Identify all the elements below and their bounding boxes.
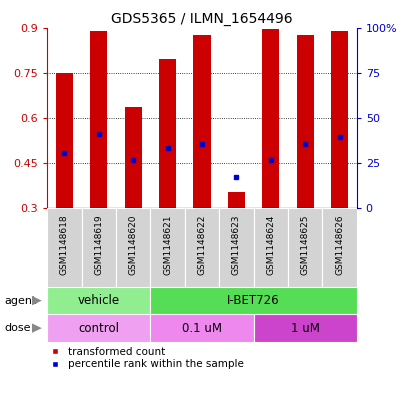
Text: GSM1148620: GSM1148620 — [128, 215, 137, 275]
Text: control: control — [78, 321, 119, 335]
Text: vehicle: vehicle — [77, 294, 119, 307]
Bar — [90, 31, 107, 208]
Bar — [227, 192, 244, 208]
Bar — [150, 287, 356, 314]
Bar — [296, 35, 313, 208]
Text: I-BET726: I-BET726 — [227, 294, 279, 307]
Text: GSM1148624: GSM1148624 — [265, 215, 274, 275]
Text: GSM1148625: GSM1148625 — [300, 215, 309, 275]
Bar — [47, 287, 150, 314]
Text: GSM1148623: GSM1148623 — [231, 215, 240, 275]
Bar — [116, 208, 150, 287]
Bar — [47, 314, 150, 342]
Bar — [253, 314, 356, 342]
Bar — [184, 208, 218, 287]
Bar — [81, 208, 116, 287]
Bar — [253, 208, 287, 287]
Text: GSM1148618: GSM1148618 — [60, 215, 69, 275]
Bar — [56, 73, 73, 208]
Text: GSM1148622: GSM1148622 — [197, 215, 206, 275]
Bar — [218, 208, 253, 287]
Text: 1 uM: 1 uM — [290, 321, 319, 335]
Bar — [321, 208, 356, 287]
Bar — [159, 59, 176, 208]
Title: GDS5365 / ILMN_1654496: GDS5365 / ILMN_1654496 — [111, 13, 292, 26]
Text: dose: dose — [4, 323, 31, 333]
Text: GSM1148621: GSM1148621 — [163, 215, 172, 275]
Bar — [150, 314, 253, 342]
Text: GSM1148619: GSM1148619 — [94, 215, 103, 275]
Bar — [330, 31, 347, 208]
Bar — [47, 208, 81, 287]
Text: 0.1 uM: 0.1 uM — [182, 321, 221, 335]
Bar — [261, 29, 279, 208]
Bar — [150, 208, 184, 287]
Text: agent: agent — [4, 296, 36, 306]
Bar — [193, 35, 210, 208]
Bar — [124, 107, 142, 208]
Bar — [287, 208, 321, 287]
Text: GSM1148626: GSM1148626 — [334, 215, 343, 275]
Legend: transformed count, percentile rank within the sample: transformed count, percentile rank withi… — [44, 347, 243, 369]
